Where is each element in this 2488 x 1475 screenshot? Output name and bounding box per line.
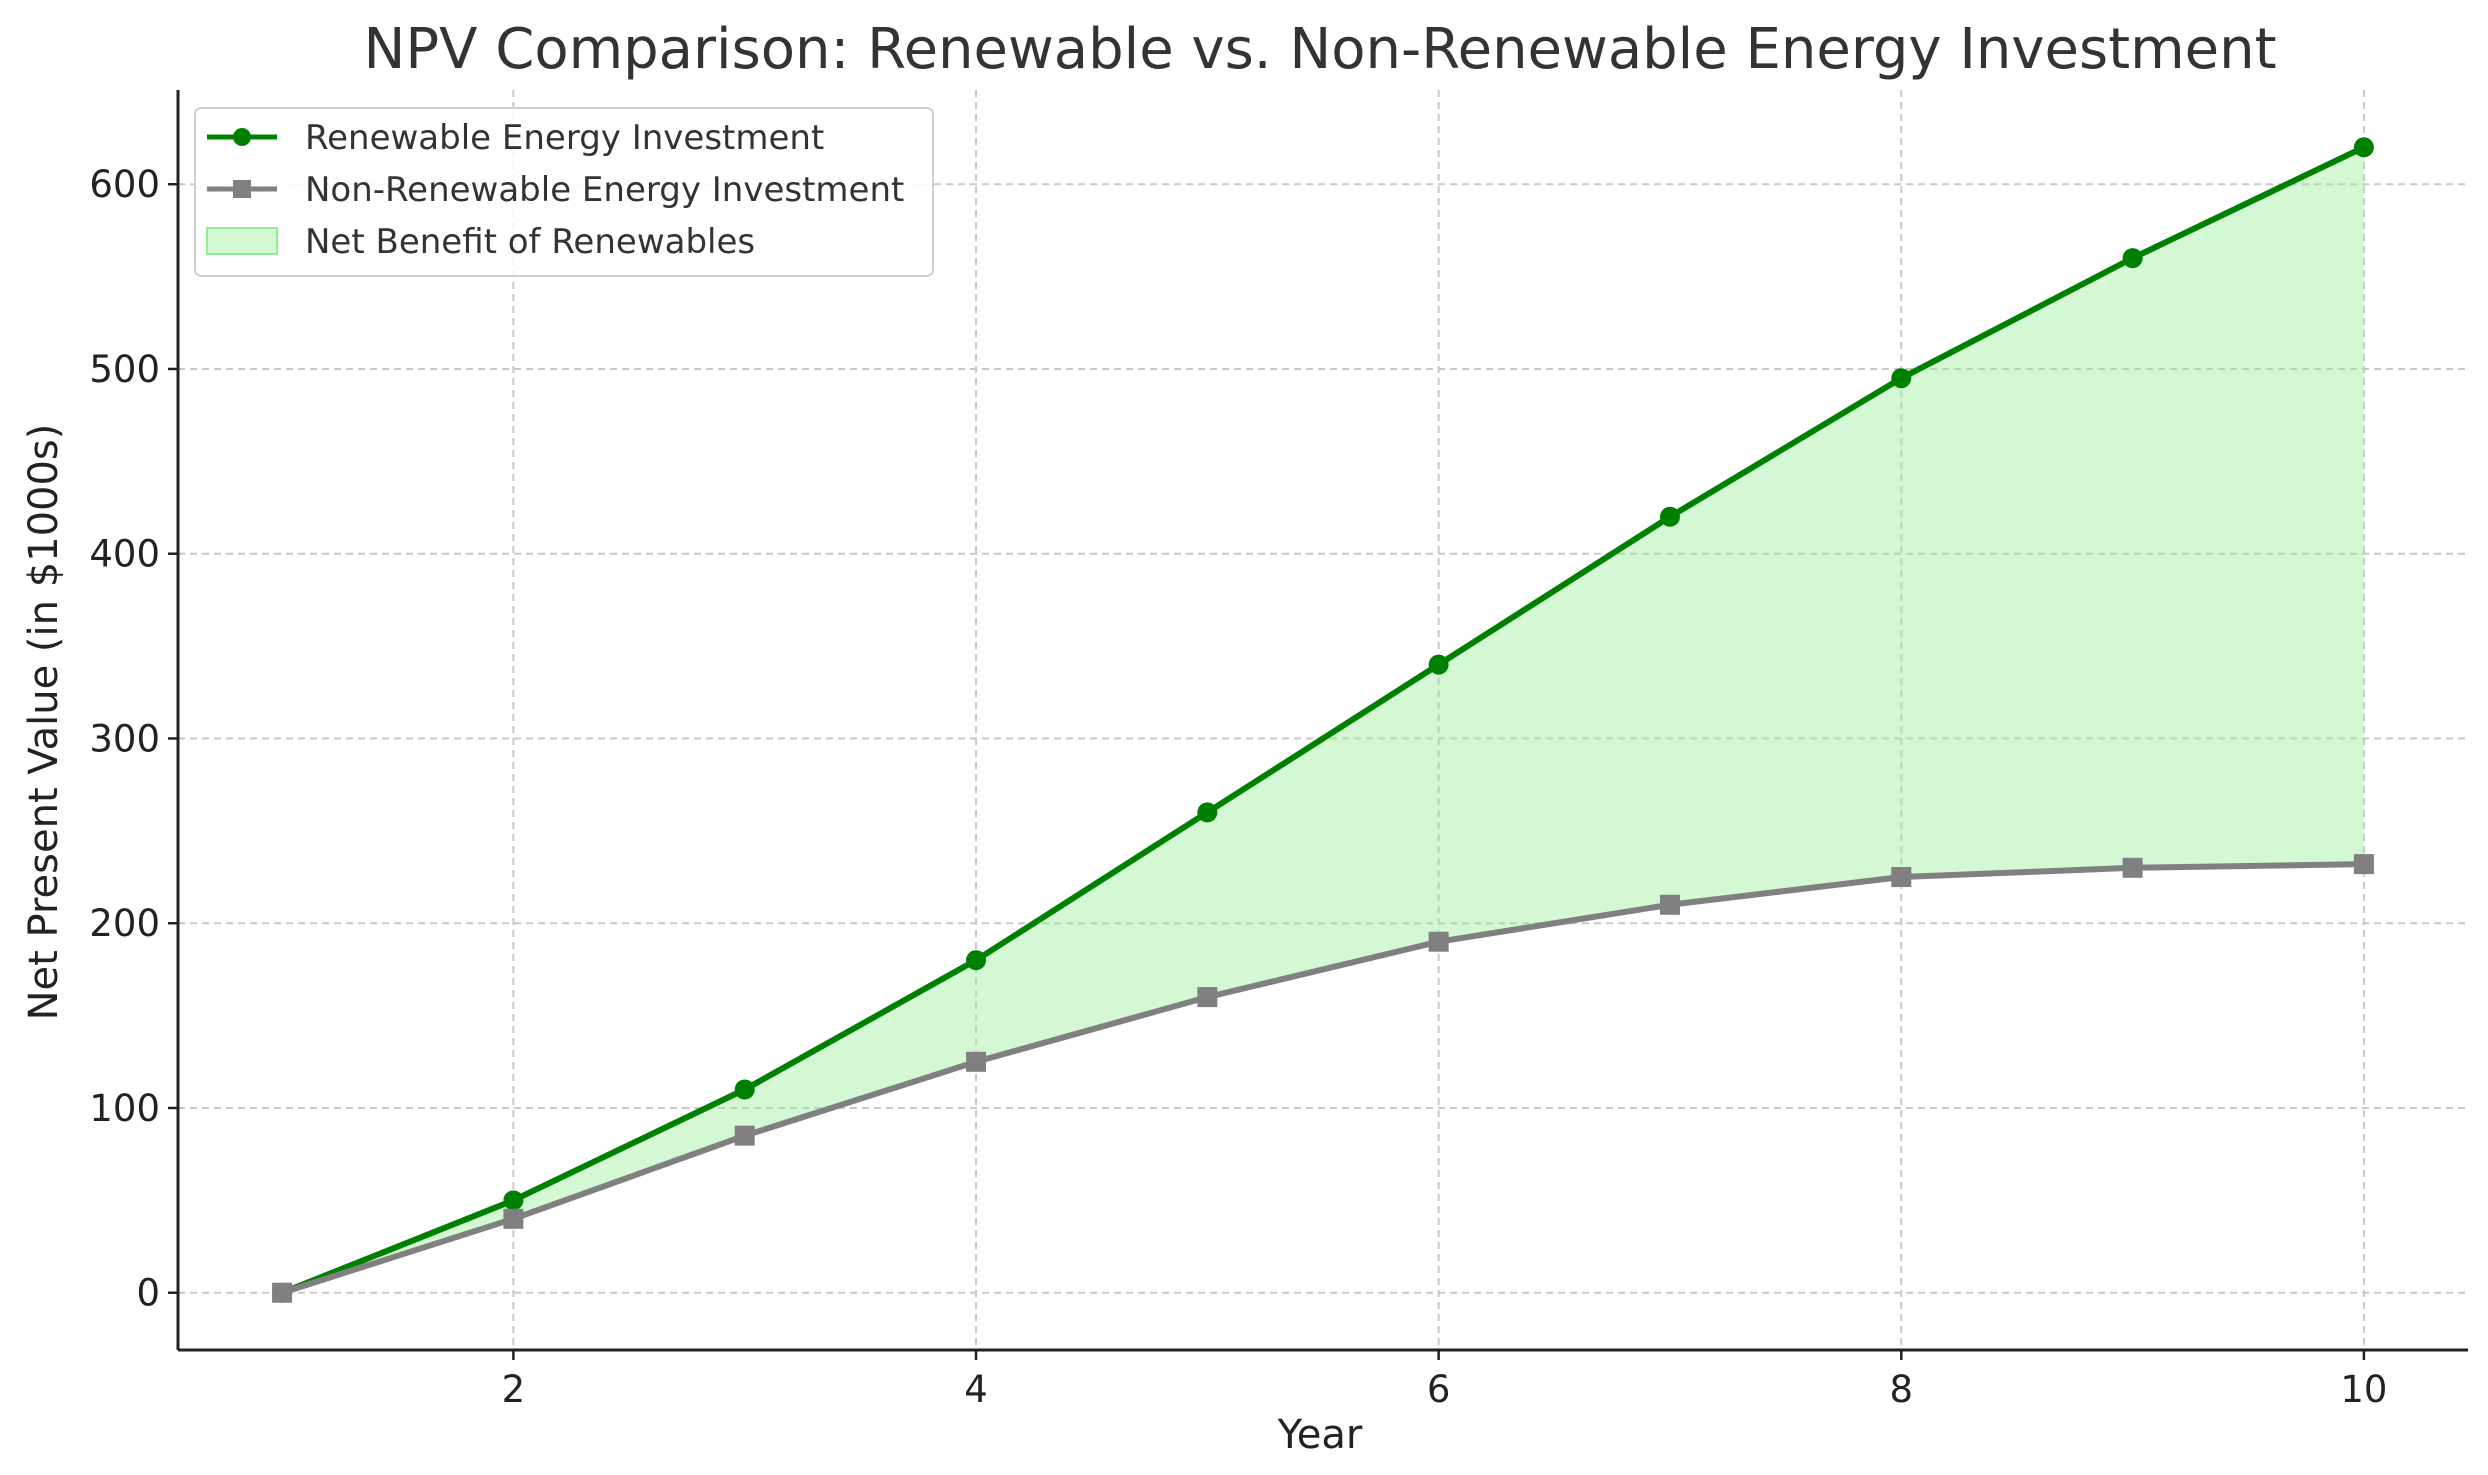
x-tick-label-10: 10 [2340, 1368, 2387, 1411]
point-renewable-year-9 [2122, 248, 2143, 269]
point-non-renewable-year-8 [1891, 867, 1912, 888]
y-tick-label-100: 100 [89, 1087, 160, 1130]
point-non-renewable-year-1 [272, 1282, 293, 1303]
point-renewable-year-2 [503, 1190, 524, 1211]
legend-marker-renewable [233, 128, 251, 146]
chart-title: NPV Comparison: Renewable vs. Non-Renewa… [363, 17, 2276, 82]
point-non-renewable-year-3 [734, 1125, 755, 1146]
point-non-renewable-year-9 [2122, 857, 2143, 878]
legend-item-net-benefit: Net Benefit of Renewables [206, 222, 755, 262]
point-non-renewable-year-4 [966, 1051, 987, 1072]
point-non-renewable-year-2 [503, 1208, 524, 1229]
y-axis-label: Net Present Value (in $1000s) [21, 424, 67, 1021]
point-non-renewable-year-7 [1659, 894, 1680, 915]
y-tick-label-600: 600 [89, 163, 160, 206]
y-tick-label-300: 300 [89, 717, 160, 760]
point-non-renewable-year-6 [1428, 931, 1449, 952]
point-non-renewable-year-10 [2353, 854, 2374, 875]
point-renewable-year-7 [1659, 506, 1680, 527]
x-tick-label-6: 6 [1427, 1368, 1451, 1411]
x-tick-label-8: 8 [1890, 1368, 1914, 1411]
y-tick-label-500: 500 [89, 348, 160, 391]
fill-layer [282, 147, 2364, 1293]
point-renewable-year-8 [1891, 368, 1912, 389]
legend-box [194, 107, 934, 277]
point-renewable-year-10 [2353, 137, 2374, 158]
point-renewable-year-3 [734, 1079, 755, 1100]
point-renewable-year-5 [1197, 802, 1218, 823]
point-renewable-year-6 [1428, 654, 1449, 675]
point-non-renewable-year-5 [1197, 987, 1218, 1008]
y-tick-label-400: 400 [89, 533, 160, 576]
x-tick-label-2: 2 [502, 1368, 526, 1411]
point-renewable-year-4 [966, 950, 987, 971]
legend-marker-non-renewable [233, 180, 251, 198]
x-axis-label: Year [1277, 1412, 1363, 1458]
series-line-renewable [279, 144, 2367, 1296]
grid-layer [178, 90, 2468, 1350]
series-layer [272, 137, 2374, 1303]
x-tick-label-4: 4 [964, 1368, 988, 1411]
legend-swatch-net-benefit [206, 227, 278, 255]
series-line-non-renewable [279, 861, 2367, 1296]
net-benefit-area [282, 147, 2364, 1293]
y-tick-label-200: 200 [89, 902, 160, 945]
legend-label-renewable: Renewable Energy Investment [305, 118, 824, 158]
legend-item-non-renewable: Non-Renewable Energy Investment [207, 170, 904, 210]
legend-item-renewable: Renewable Energy Investment [207, 118, 824, 158]
legend: Renewable Energy Investment Non-Renewabl… [194, 107, 934, 277]
legend-label-non-renewable: Non-Renewable Energy Investment [305, 170, 904, 210]
legend-label-net-benefit: Net Benefit of Renewables [305, 222, 755, 262]
y-tick-label-0: 0 [136, 1272, 160, 1315]
